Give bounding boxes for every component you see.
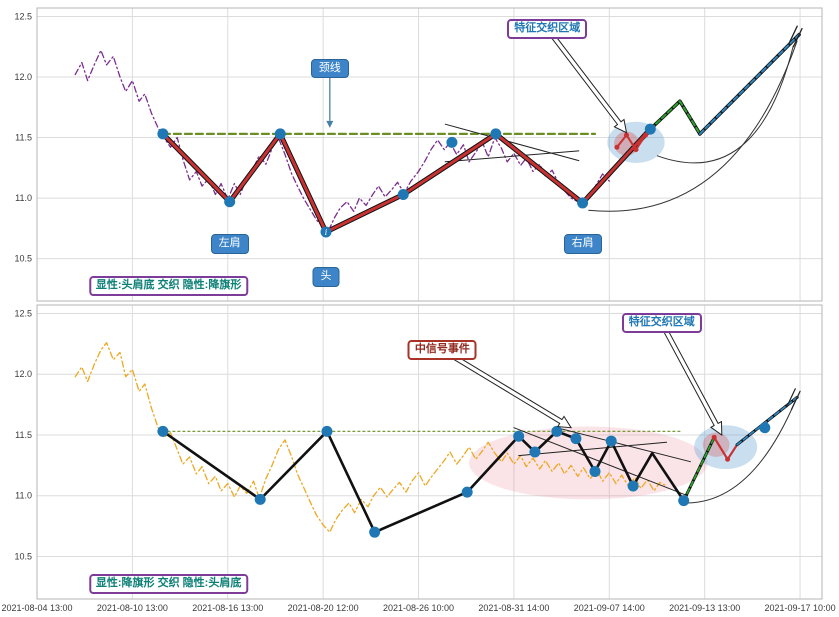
pivot-markers-dot xyxy=(529,446,541,458)
x-tick-label: 2021-08-16 13:00 xyxy=(192,603,263,613)
connection-arc-1 xyxy=(687,400,796,504)
end-cap-2 xyxy=(790,390,801,411)
end-cap-2 xyxy=(792,27,803,48)
pivot-markers-dot xyxy=(513,430,525,442)
weave-markers-red-dot xyxy=(623,132,629,138)
x-axis-labels: 2021-08-04 13:00 2021-08-10 13:00 2021-08-… xyxy=(1,603,835,613)
x-tick-label: 2021-08-04 13:00 xyxy=(1,603,72,613)
weave-ellipse-blue xyxy=(694,425,758,470)
raw-price-orange xyxy=(74,342,668,533)
end-cap-1 xyxy=(787,25,798,45)
x-tick-label: 2021-08-10 13:00 xyxy=(97,603,168,613)
pivot-markers-dot xyxy=(320,226,332,238)
flag-line-2 xyxy=(518,441,667,457)
y-tick-label: 10.5 xyxy=(14,254,32,264)
pivot-markers-dot xyxy=(644,123,656,135)
plot-frame xyxy=(36,304,823,600)
pivot-markers-dot xyxy=(369,526,381,538)
flag-ellipse-pink xyxy=(469,426,708,500)
fancy-arrow xyxy=(440,347,573,429)
plot-frame xyxy=(36,7,823,302)
weave-mini-zigzag-red xyxy=(615,134,647,151)
pivot-markers-dot xyxy=(224,196,236,208)
fancy-arrow xyxy=(659,321,723,436)
x-tick-label: 2021-08-26 10:00 xyxy=(383,603,454,613)
pivot-markers-dot xyxy=(461,486,473,498)
pivot-markers-dot xyxy=(157,425,169,437)
pivot-markers-dot xyxy=(397,188,409,200)
pivot-markers-dot xyxy=(678,495,690,507)
pivot-markers-dot xyxy=(577,197,589,209)
top-chart-head-shoulders-bottom: i 10.5 11.0 11.5 12.0 12.5 xyxy=(14,7,823,302)
hidden-flag-lower-line xyxy=(444,150,580,163)
y-tick-label: 11.5 xyxy=(15,430,32,440)
pivot-markers-dot xyxy=(551,425,563,437)
pivot-markers-dot xyxy=(157,128,169,140)
pattern-red xyxy=(161,127,652,234)
simple-arrow-head xyxy=(326,120,334,128)
connection-arc-2 xyxy=(656,45,794,164)
end-cap-1 xyxy=(786,388,796,408)
x-tick-label: 2021-09-07 14:00 xyxy=(574,603,645,613)
hidden-flag-upper-line xyxy=(444,123,580,162)
pivot-markers-dot xyxy=(490,128,502,140)
weave-markers-red-dot xyxy=(711,434,717,440)
pivot-markers-dot xyxy=(254,493,266,505)
recovery-green-dashed xyxy=(682,436,716,502)
y-tick-label: 12.0 xyxy=(14,72,32,82)
x-tick-label: 2021-09-13 13:00 xyxy=(669,603,740,613)
bottom-chart-falling-flag: 10.5 11.0 11.5 12.0 12.5 xyxy=(14,304,823,600)
pivot-markers-dot xyxy=(605,435,617,447)
x-tick-label: 2021-08-31 14:00 xyxy=(478,603,549,613)
y-tick-label: 11.0 xyxy=(15,491,32,501)
main-zigzag-black xyxy=(161,430,685,534)
pivot-markers-dot xyxy=(274,128,286,140)
post-peak-green-dashed xyxy=(649,100,701,135)
x-tick-label: 2021-08-20 12:00 xyxy=(288,603,359,613)
pivot-markers-dot xyxy=(627,480,639,492)
pivot-markers-dot xyxy=(570,433,582,445)
weave-markers-red-dot xyxy=(725,456,731,462)
pivot-markers-dot xyxy=(759,422,771,434)
weave-markers-red-dot xyxy=(614,144,620,150)
y-tick-label: 12.0 xyxy=(14,369,32,379)
fancy-arrow xyxy=(544,26,628,134)
x-tick-label: 2021-09-17 10:00 xyxy=(765,603,836,613)
y-tick-label: 11.5 xyxy=(15,133,32,143)
plot-background xyxy=(37,8,822,301)
head-info-glyph: i xyxy=(325,228,328,237)
pivot-markers-dot xyxy=(446,136,458,148)
weave-markers-red-dot xyxy=(643,132,649,138)
flag-line-3 xyxy=(556,427,691,463)
y-tick-label: 12.5 xyxy=(14,11,32,21)
forecast-blue-dashed xyxy=(698,33,801,135)
y-tick-label: 10.5 xyxy=(14,551,32,561)
connection-arc-1 xyxy=(588,40,798,212)
y-tick-label: 11.0 xyxy=(15,193,32,203)
pivot-markers-dot xyxy=(589,465,601,477)
y-tick-label: 12.5 xyxy=(14,309,32,319)
pivot-markers-dot xyxy=(321,425,333,437)
weave-markers-red-dot xyxy=(633,147,639,153)
